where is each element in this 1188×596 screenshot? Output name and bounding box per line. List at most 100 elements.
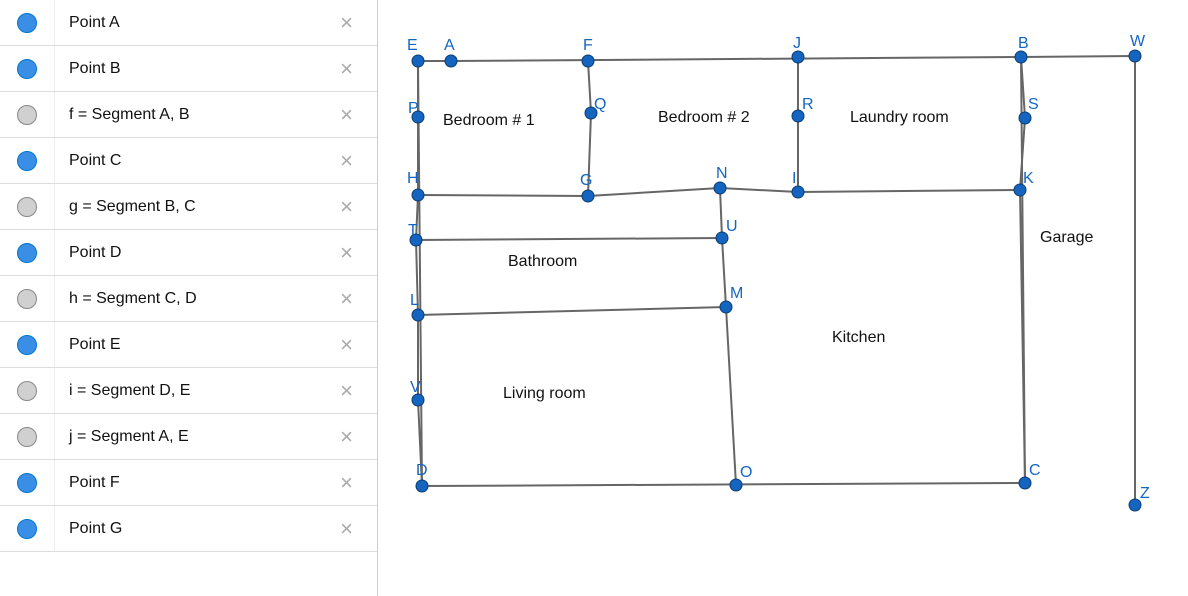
- visibility-toggle[interactable]: [17, 105, 37, 125]
- graphics-view[interactable]: AEFJBWPQRSHGNIKTULMVDOCZBedroom # 1Bedro…: [378, 0, 1188, 596]
- visibility-cell: [0, 276, 55, 321]
- room-label: Bedroom # 1: [443, 112, 535, 129]
- segment[interactable]: [720, 188, 798, 192]
- point-label: O: [740, 464, 752, 481]
- point-label: E: [407, 37, 418, 54]
- delete-item-icon[interactable]: ×: [340, 10, 353, 36]
- point-G[interactable]: [582, 190, 594, 202]
- point-label: C: [1029, 462, 1041, 479]
- point-label: A: [444, 37, 455, 54]
- visibility-toggle[interactable]: [17, 13, 37, 33]
- visibility-cell: [0, 184, 55, 229]
- algebra-item-label: Point D: [55, 244, 377, 262]
- segment[interactable]: [422, 483, 1025, 486]
- algebra-item-label: Point C: [55, 152, 377, 170]
- point-label: K: [1023, 170, 1034, 187]
- point-label: R: [802, 96, 814, 113]
- algebra-item[interactable]: Point G×: [0, 506, 377, 552]
- segment[interactable]: [720, 188, 722, 238]
- point-A[interactable]: [445, 55, 457, 67]
- point-label: Q: [594, 96, 606, 113]
- algebra-item[interactable]: Point C×: [0, 138, 377, 184]
- delete-item-icon[interactable]: ×: [340, 56, 353, 82]
- segment[interactable]: [726, 307, 736, 485]
- visibility-toggle[interactable]: [17, 243, 37, 263]
- point-I[interactable]: [792, 186, 804, 198]
- visibility-toggle[interactable]: [17, 381, 37, 401]
- point-D[interactable]: [416, 480, 428, 492]
- segment[interactable]: [588, 61, 591, 113]
- delete-item-icon[interactable]: ×: [340, 102, 353, 128]
- point-label: J: [793, 35, 801, 52]
- point-M[interactable]: [720, 301, 732, 313]
- algebra-item-label: f = Segment A, B: [55, 106, 377, 124]
- point-label: L: [410, 292, 419, 309]
- room-label: Living room: [503, 385, 586, 402]
- point-label: B: [1018, 35, 1029, 52]
- algebra-item-label: Point A: [55, 14, 377, 32]
- point-label: T: [408, 222, 418, 239]
- point-label: S: [1028, 96, 1039, 113]
- algebra-item-label: g = Segment B, C: [55, 198, 377, 216]
- algebra-item[interactable]: Point D×: [0, 230, 377, 276]
- delete-item-icon[interactable]: ×: [340, 332, 353, 358]
- delete-item-icon[interactable]: ×: [340, 516, 353, 542]
- visibility-cell: [0, 0, 55, 45]
- algebra-item-label: Point E: [55, 336, 377, 354]
- algebra-list[interactable]: Point A×Point B×f = Segment A, B×Point C…: [0, 0, 377, 596]
- visibility-toggle[interactable]: [17, 197, 37, 217]
- point-label: N: [716, 165, 728, 182]
- point-label: Z: [1140, 485, 1150, 502]
- delete-item-icon[interactable]: ×: [340, 424, 353, 450]
- visibility-cell: [0, 322, 55, 367]
- visibility-toggle[interactable]: [17, 289, 37, 309]
- visibility-toggle[interactable]: [17, 59, 37, 79]
- algebra-item[interactable]: Point F×: [0, 460, 377, 506]
- point-E[interactable]: [412, 55, 424, 67]
- visibility-cell: [0, 92, 55, 137]
- floor-plan-diagram: AEFJBWPQRSHGNIKTULMVDOCZBedroom # 1Bedro…: [378, 0, 1188, 596]
- delete-item-icon[interactable]: ×: [340, 378, 353, 404]
- algebra-item-label: Point B: [55, 60, 377, 78]
- algebra-item[interactable]: j = Segment A, E×: [0, 414, 377, 460]
- segment[interactable]: [722, 238, 726, 307]
- delete-item-icon[interactable]: ×: [340, 148, 353, 174]
- algebra-item[interactable]: f = Segment A, B×: [0, 92, 377, 138]
- segment[interactable]: [1021, 56, 1135, 57]
- segment[interactable]: [416, 238, 722, 240]
- segment[interactable]: [418, 307, 726, 315]
- point-label: G: [580, 172, 592, 189]
- segment[interactable]: [451, 57, 1021, 61]
- delete-item-icon[interactable]: ×: [340, 194, 353, 220]
- algebra-item-label: Point G: [55, 520, 377, 538]
- algebra-panel: Point A×Point B×f = Segment A, B×Point C…: [0, 0, 378, 596]
- point-label: P: [408, 100, 419, 117]
- visibility-toggle[interactable]: [17, 473, 37, 493]
- delete-item-icon[interactable]: ×: [340, 286, 353, 312]
- point-H[interactable]: [412, 189, 424, 201]
- algebra-item[interactable]: Point B×: [0, 46, 377, 92]
- point-S[interactable]: [1019, 112, 1031, 124]
- delete-item-icon[interactable]: ×: [340, 470, 353, 496]
- algebra-item[interactable]: g = Segment B, C×: [0, 184, 377, 230]
- algebra-item-label: Point F: [55, 474, 377, 492]
- visibility-toggle[interactable]: [17, 427, 37, 447]
- visibility-toggle[interactable]: [17, 519, 37, 539]
- point-B[interactable]: [1015, 51, 1027, 63]
- algebra-item[interactable]: Point E×: [0, 322, 377, 368]
- segment[interactable]: [588, 188, 720, 196]
- algebra-item[interactable]: Point A×: [0, 0, 377, 46]
- point-L[interactable]: [412, 309, 424, 321]
- visibility-toggle[interactable]: [17, 335, 37, 355]
- segment[interactable]: [798, 190, 1020, 192]
- point-F[interactable]: [582, 55, 594, 67]
- point-N[interactable]: [714, 182, 726, 194]
- point-W[interactable]: [1129, 50, 1141, 62]
- algebra-item[interactable]: h = Segment C, D×: [0, 276, 377, 322]
- point-J[interactable]: [792, 51, 804, 63]
- delete-item-icon[interactable]: ×: [340, 240, 353, 266]
- algebra-item[interactable]: i = Segment D, E×: [0, 368, 377, 414]
- visibility-toggle[interactable]: [17, 151, 37, 171]
- room-label: Bedroom # 2: [658, 109, 750, 126]
- segment[interactable]: [418, 195, 588, 196]
